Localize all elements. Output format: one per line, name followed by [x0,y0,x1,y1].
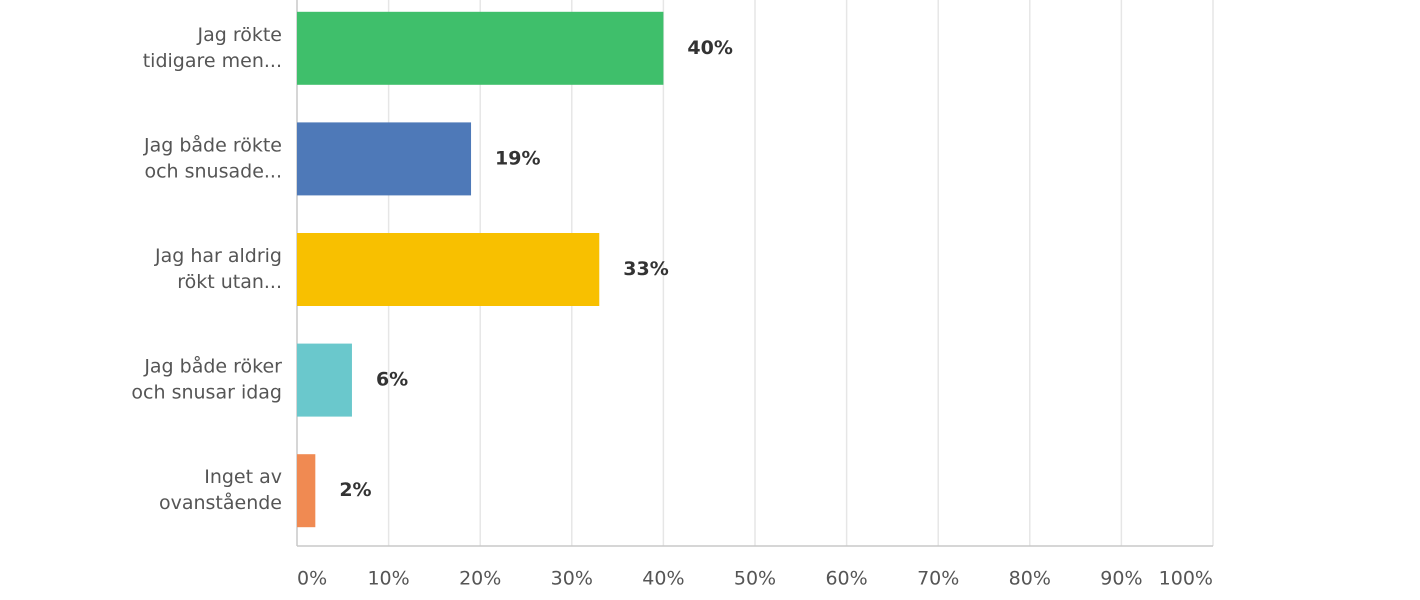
y-tick-label: och snusade... [144,160,282,182]
bar [297,11,664,85]
y-tick-label: ovanstående [159,491,282,514]
x-tick-label: 10% [367,568,409,590]
x-tick-label: 50% [734,568,776,590]
x-tick-label: 30% [551,568,593,590]
value-label: 40% [687,37,732,59]
y-tick-label: tidigare men... [143,50,282,72]
bar [297,122,472,196]
bar [297,454,316,528]
x-tick-label: 70% [917,568,959,590]
value-label: 33% [623,258,668,280]
x-tick-label: 0% [297,568,327,590]
value-label: 19% [495,147,540,169]
y-tick-label: Jag rökte [196,24,282,46]
x-tick-label: 100% [1159,568,1213,590]
x-tick-label: 90% [1100,568,1142,590]
y-tick-label: Inget av [204,466,282,488]
bar [297,343,352,417]
value-label: 2% [339,479,371,501]
value-label: 6% [376,369,408,391]
y-tick-label: Jag både rökte [143,133,282,156]
x-tick-label: 20% [459,568,501,590]
x-tick-label: 40% [642,568,684,590]
y-tick-label: Jag både röker [143,355,282,378]
y-tick-label: Jag har aldrig [154,245,282,267]
y-tick-label: och snusar idag [131,382,282,404]
x-tick-label: 80% [1009,568,1051,590]
x-tick-label: 60% [825,568,867,590]
y-tick-label: rökt utan... [177,271,282,293]
bar [297,233,600,306]
